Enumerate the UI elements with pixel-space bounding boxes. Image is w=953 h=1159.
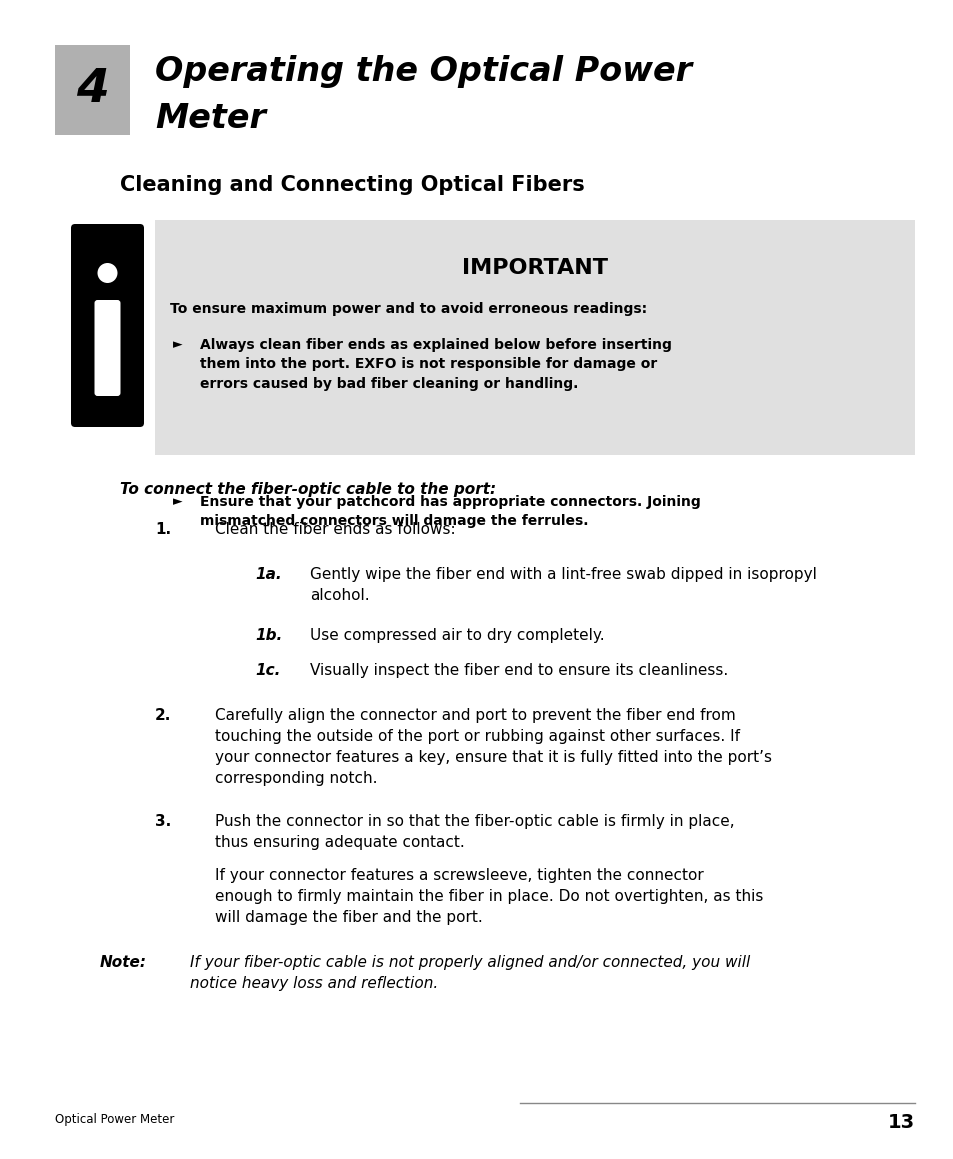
Bar: [55, 45, 130, 134]
Text: 2.: 2.: [154, 708, 172, 723]
Text: Gently wipe the fiber end with a lint-free swab dipped in isopropyl
alcohol.: Gently wipe the fiber end with a lint-fr…: [310, 567, 816, 603]
Text: Optical Power Meter: Optical Power Meter: [55, 1113, 174, 1127]
Text: ►: ►: [172, 495, 182, 508]
Text: ►: ►: [172, 338, 182, 351]
Text: Carefully align the connector and port to prevent the fiber end from
touching th: Carefully align the connector and port t…: [214, 708, 771, 786]
Text: Note:: Note:: [100, 955, 147, 970]
Text: Operating the Optical Power: Operating the Optical Power: [154, 56, 691, 88]
Text: 1.: 1.: [154, 522, 171, 537]
Text: Always clean fiber ends as explained below before inserting
them into the port. : Always clean fiber ends as explained bel…: [200, 338, 671, 391]
Text: Meter: Meter: [154, 102, 266, 134]
Text: If your connector features a screwsleeve, tighten the connector
enough to firmly: If your connector features a screwsleeve…: [214, 868, 762, 925]
Bar: [154, 220, 914, 455]
Text: Visually inspect the fiber end to ensure its cleanliness.: Visually inspect the fiber end to ensure…: [310, 663, 727, 678]
Text: If your fiber-optic cable is not properly aligned and/or connected, you will
not: If your fiber-optic cable is not properl…: [190, 955, 749, 991]
Text: Ensure that your patchcord has appropriate connectors. Joining
mismatched connec: Ensure that your patchcord has appropria…: [200, 495, 700, 529]
Text: Use compressed air to dry completely.: Use compressed air to dry completely.: [310, 628, 604, 643]
Text: Push the connector in so that the fiber-optic cable is firmly in place,
thus ens: Push the connector in so that the fiber-…: [214, 814, 734, 850]
Text: 1c.: 1c.: [254, 663, 280, 678]
Text: 3.: 3.: [154, 814, 172, 829]
FancyBboxPatch shape: [71, 224, 144, 427]
Text: Clean the fiber ends as follows:: Clean the fiber ends as follows:: [214, 522, 456, 537]
Text: To ensure maximum power and to avoid erroneous readings:: To ensure maximum power and to avoid err…: [170, 302, 646, 316]
Text: 13: 13: [887, 1113, 914, 1132]
Text: 1a.: 1a.: [254, 567, 281, 582]
FancyBboxPatch shape: [94, 300, 120, 396]
Circle shape: [97, 263, 117, 283]
Text: IMPORTANT: IMPORTANT: [461, 258, 607, 278]
Text: 1b.: 1b.: [254, 628, 282, 643]
Text: To connect the fiber-optic cable to the port:: To connect the fiber-optic cable to the …: [120, 482, 496, 497]
Text: Cleaning and Connecting Optical Fibers: Cleaning and Connecting Optical Fibers: [120, 175, 584, 195]
Text: 4: 4: [76, 67, 109, 112]
